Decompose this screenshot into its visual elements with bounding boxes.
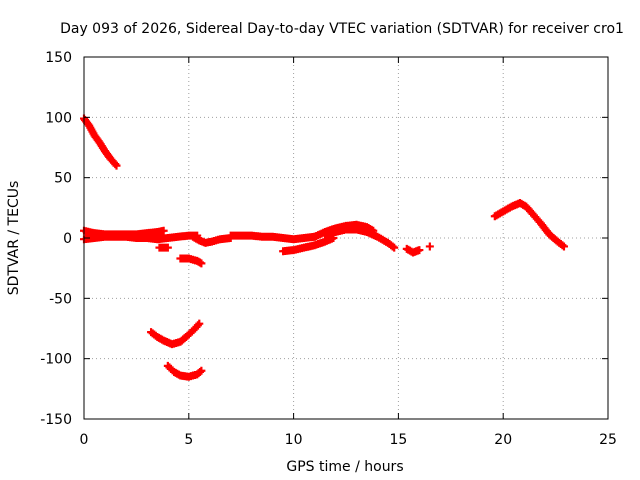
ticks bbox=[83, 56, 609, 420]
data-marker-path bbox=[490, 199, 568, 251]
x-tick-label: 10 bbox=[285, 432, 303, 448]
x-tick-label: 15 bbox=[389, 432, 407, 448]
y-tick-label: 150 bbox=[45, 50, 72, 66]
data-marker-path bbox=[163, 361, 206, 381]
data-marker-path bbox=[402, 244, 424, 257]
series-arc-j bbox=[310, 220, 378, 241]
series-arc-n bbox=[147, 319, 204, 349]
chart-title: Day 093 of 2026, Sidereal Day-to-day VTE… bbox=[60, 21, 624, 37]
data-marker-path bbox=[188, 232, 235, 247]
y-tick-label: -50 bbox=[49, 291, 72, 307]
series-arc-h bbox=[279, 234, 338, 256]
series-arc-l bbox=[425, 242, 434, 251]
data-marker-path bbox=[147, 319, 204, 349]
x-tick-label: 20 bbox=[494, 432, 512, 448]
data-marker-path bbox=[310, 220, 378, 241]
y-tick-label: 0 bbox=[63, 231, 72, 247]
series-arc-o bbox=[163, 361, 206, 381]
series-arc-k bbox=[402, 244, 424, 257]
series-arc-e bbox=[176, 254, 206, 268]
data-marker-path bbox=[226, 231, 319, 244]
y-tick-label: 100 bbox=[45, 110, 72, 126]
y-tick-label: -100 bbox=[40, 352, 72, 368]
series-arc-d bbox=[155, 243, 172, 252]
series-arc-g bbox=[226, 231, 319, 244]
x-axis-title: GPS time / hours bbox=[286, 459, 403, 475]
y-tick-label: -150 bbox=[40, 412, 72, 428]
y-tick-label: 50 bbox=[54, 171, 72, 187]
data-layer bbox=[80, 114, 568, 381]
series-arc-a bbox=[80, 114, 121, 170]
series-arc-m bbox=[490, 199, 568, 251]
data-marker-path bbox=[176, 254, 206, 268]
y-axis-title: SDTVAR / TECUs bbox=[6, 181, 22, 296]
series-arc-f bbox=[188, 232, 235, 247]
data-marker-path bbox=[425, 242, 434, 251]
tick-labels: 0 5 10 15 20 25 -150 -100 -50 0 50 100 150 bbox=[40, 50, 617, 448]
x-tick-label: 25 bbox=[599, 432, 617, 448]
x-tick-label: 5 bbox=[184, 432, 193, 448]
data-marker-path bbox=[155, 243, 172, 252]
data-marker-path bbox=[80, 114, 121, 170]
data-marker-path bbox=[279, 234, 338, 256]
x-tick-label: 0 bbox=[80, 432, 89, 448]
